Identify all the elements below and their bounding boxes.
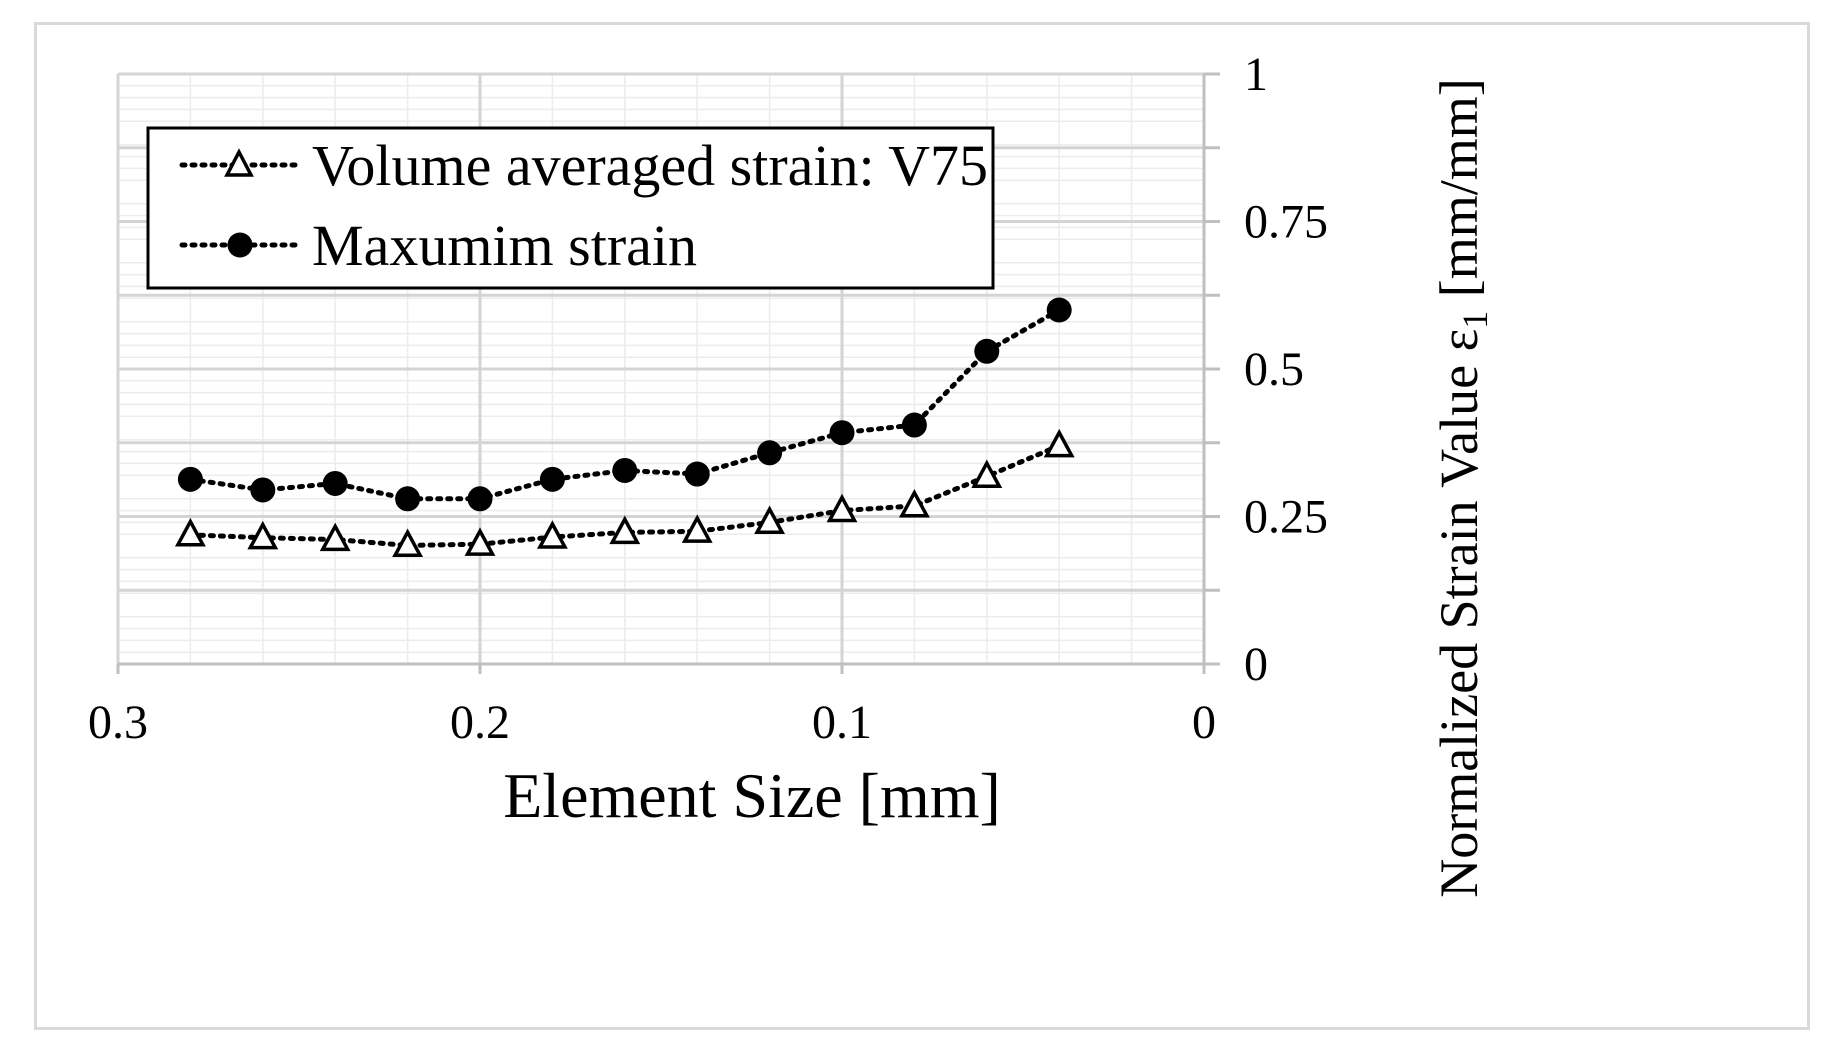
data-point-volume-averaged [464, 527, 496, 556]
data-point-volume-averaged [754, 505, 786, 535]
data-point-maximum [1046, 297, 1072, 323]
data-point-volume-averaged [971, 459, 1003, 489]
legend-entry-volume-averaged: Volume averaged strain: V75 [179, 133, 988, 198]
y-axis-title-unit: [mm/mm] [1429, 78, 1489, 310]
legend-circle-marker-icon [227, 232, 253, 258]
legend-box [146, 126, 995, 290]
x-tick-label: 0 [1192, 696, 1216, 749]
data-point-volume-averaged [898, 489, 930, 518]
y-tick-label: 1 [1244, 48, 1268, 101]
x-tick-label: 0.2 [450, 696, 510, 749]
data-point-volume-averaged [319, 522, 351, 552]
legend: Volume averaged strain: V75 Maxumim stra… [146, 126, 995, 290]
legend-triangle-marker-icon [224, 148, 254, 177]
data-point-volume-averaged [392, 528, 424, 558]
data-point-maximum [250, 477, 276, 503]
data-point-maximum [467, 486, 493, 512]
data-point-volume-averaged [826, 493, 858, 523]
x-axis-title: Element Size [mm] [503, 760, 1001, 831]
y-tick-label: 0.25 [1244, 491, 1328, 544]
y-axis-title-main: Normalized Strain Value ε [1429, 329, 1489, 898]
chart-frame: Element Size [mm] Normalized Strain Valu… [34, 22, 1810, 1030]
chart-svg: Element Size [mm] Normalized Strain Valu… [88, 48, 1495, 898]
y-axis-title: Normalized Strain Value ε1 [mm/mm] [1429, 78, 1495, 898]
data-point-maximum [322, 470, 348, 496]
data-point-maximum [757, 440, 783, 466]
y-tick-label: 0.5 [1244, 343, 1304, 396]
legend-label-maximum: Maxumim strain [312, 213, 697, 278]
data-point-volume-averaged [1043, 428, 1075, 458]
data-point-volume-averaged [247, 520, 279, 550]
x-tick-label: 0.3 [88, 696, 148, 749]
data-point-volume-averaged [681, 514, 713, 543]
data-point-volume-averaged [609, 515, 641, 545]
label-layer: Element Size [mm] Normalized Strain Valu… [88, 48, 1495, 898]
data-point-volume-averaged [174, 517, 206, 547]
y-tick-label: 0.75 [1244, 196, 1328, 249]
y-axis-title-subscript: 1 [1455, 311, 1495, 329]
data-point-maximum [177, 466, 203, 492]
data-point-maximum [829, 420, 855, 446]
data-point-maximum [612, 457, 638, 483]
data-point-maximum [539, 466, 565, 492]
data-point-maximum [901, 412, 927, 438]
data-point-volume-averaged [536, 520, 568, 549]
axes-layer [116, 72, 1220, 674]
y-tick-label: 0 [1244, 638, 1268, 691]
data-point-maximum [684, 461, 710, 487]
legend-entry-maximum: Maxumim strain [179, 213, 697, 278]
x-tick-label: 0.1 [812, 696, 872, 749]
data-point-maximum [974, 338, 1000, 364]
series-layer [174, 297, 1075, 558]
data-point-maximum [395, 486, 421, 512]
legend-label-volume-averaged: Volume averaged strain: V75 [312, 133, 988, 198]
